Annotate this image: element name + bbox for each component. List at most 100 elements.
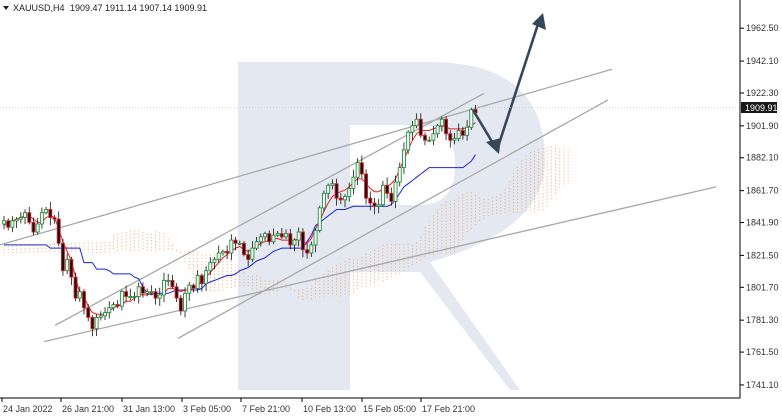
candle-bear [73, 276, 78, 299]
current-price-badge [741, 102, 777, 113]
current-price-label: 1909.91 [745, 103, 778, 113]
candle-bull [343, 196, 347, 201]
candle-bull [132, 296, 137, 298]
candle-bull [435, 125, 440, 135]
candle-bear [334, 183, 339, 199]
candle-bear [199, 275, 204, 285]
ichimoku-cloud [3, 146, 569, 302]
candle-bear [174, 286, 179, 299]
candle-bear [140, 286, 145, 294]
candle-bear [115, 304, 120, 307]
candle-bear [389, 192, 394, 202]
y-tick-label: 1801.70 [746, 282, 779, 292]
y-axis-ticks: 1962.50 1942.10 1922.30 1901.90 1882.10 1861.… [740, 23, 779, 390]
candle-bull [18, 217, 23, 220]
candle-bull [14, 218, 19, 222]
candle-bull [393, 181, 398, 202]
channel-line [177, 99, 609, 339]
candle-bull [111, 304, 116, 309]
x-tick-label: 26 Jan 21:00 [62, 404, 114, 414]
x-tick-label: 31 Jan 13:00 [123, 404, 175, 414]
candle-bull [187, 284, 192, 294]
candle-bull [166, 279, 171, 282]
y-tick-label: 1901.90 [746, 121, 779, 131]
y-tick-label: 1781.30 [746, 315, 779, 325]
candle-bull [94, 316, 99, 330]
candle-bear [448, 133, 453, 141]
candle-bull [162, 279, 166, 296]
candle-bear [338, 197, 343, 201]
candle-bull [439, 118, 444, 127]
candle-bull [212, 258, 217, 264]
y-tick-label: 1821.50 [746, 250, 779, 260]
candle-bull [465, 126, 470, 136]
y-tick-label: 1942.10 [746, 56, 779, 66]
candle-bull [35, 223, 40, 233]
candle-bull [292, 239, 297, 246]
candle-bull [2, 220, 6, 225]
candle-bear [60, 242, 65, 272]
candle-bull [322, 192, 326, 209]
candle-bear [153, 291, 158, 299]
candle-bull [397, 167, 402, 183]
candle-bull [431, 133, 436, 141]
candle-bull [250, 247, 255, 260]
candle-bear [191, 284, 196, 289]
candle-bull [380, 184, 385, 206]
candle-bull [103, 312, 107, 317]
candle-bull [271, 234, 276, 243]
candle-bear [372, 202, 377, 207]
candle-bull [275, 233, 280, 236]
candle-bear [423, 134, 427, 141]
candle-bull [309, 244, 314, 254]
candle-bear [178, 297, 183, 312]
y-tick-label: 1882.10 [746, 153, 779, 163]
candle-bull [157, 294, 162, 299]
candle-bear [170, 279, 175, 288]
candle-bull [149, 291, 154, 294]
channel-line [0, 68, 613, 246]
watermark-logo [238, 62, 545, 390]
candle-bull [195, 275, 200, 289]
candle-bear [242, 242, 246, 256]
forecast-arrows [0, 13, 740, 154]
candle-bear [69, 258, 74, 278]
candle-bear [246, 254, 251, 260]
candle-bull [128, 296, 133, 298]
candle-bull [65, 258, 70, 272]
x-tick-label: 15 Feb 05:00 [363, 404, 416, 414]
candle-bull [98, 315, 103, 318]
candle-bull [355, 162, 360, 178]
candle-bear [233, 239, 238, 244]
candle-bear [359, 162, 364, 175]
x-tick-label: 10 Feb 13:00 [303, 404, 356, 414]
x-tick-label: 3 Feb 05:00 [183, 404, 231, 414]
candle-bull [44, 209, 49, 214]
candle-bull [220, 250, 225, 254]
candle-bull [229, 239, 234, 254]
x-tick-label: 7 Feb 21:00 [242, 404, 290, 414]
candle-bull [347, 188, 352, 198]
candle-bear [385, 184, 390, 194]
candle-bear [82, 291, 86, 309]
x-axis-ticks: 24 Jan 2022 26 Jan 21:00 31 Jan 13:00 3 Feb… [1, 398, 475, 414]
arrow-head-up-icon [532, 13, 546, 30]
candle-bear [364, 173, 369, 199]
candle-bull [330, 183, 335, 186]
candle-bull [258, 236, 263, 243]
candle-bear [368, 197, 373, 204]
candle-bull [351, 176, 356, 189]
channel-line [43, 186, 717, 343]
candle-bull [317, 207, 322, 231]
candle-bear [6, 220, 11, 228]
candle-bull [183, 292, 187, 312]
y-tick-label: 1922.30 [746, 88, 779, 98]
candles [2, 104, 478, 337]
chevron-down-icon[interactable] [3, 6, 9, 10]
candle-bear [460, 130, 465, 136]
y-tick-label: 1861.70 [746, 186, 779, 196]
candle-bull [263, 233, 267, 238]
y-tick-label: 1962.50 [746, 23, 779, 33]
